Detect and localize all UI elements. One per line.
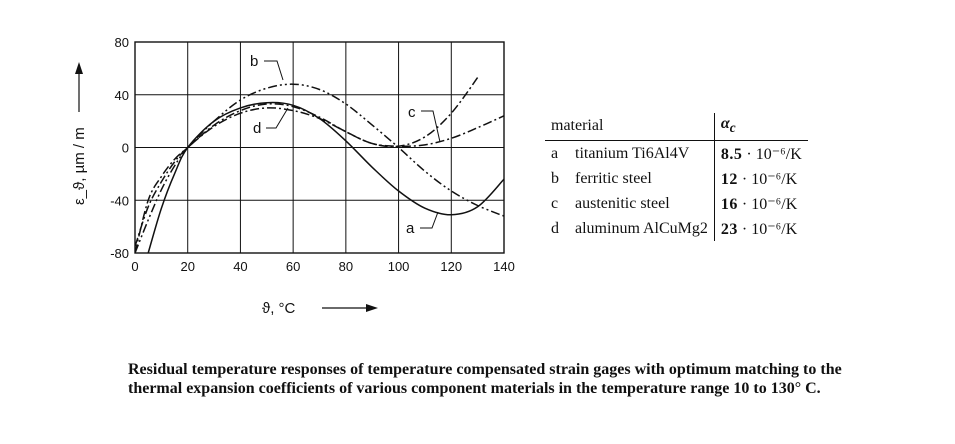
y-tick-label: 0 (122, 141, 129, 156)
y-axis-label-group: ε_ϑ, µm / m (71, 62, 88, 205)
svg-text:d: d (253, 120, 261, 137)
table-row: a titanium Ti6Al4V 8.5 · 10⁻⁶/K (545, 140, 808, 167)
table-row: c austenitic steel 16 · 10⁻⁶/K (545, 191, 808, 217)
x-axis-label-group: ϑ, °C (262, 300, 378, 317)
figure-caption: Residual temperature responses of temper… (128, 361, 842, 397)
svg-text:c: c (408, 104, 416, 121)
x-tick-label: 40 (233, 259, 247, 274)
y-tick-label: 40 (115, 88, 129, 103)
y-axis-label: ε_ϑ, µm / m (71, 127, 88, 205)
row-material: austenitic steel (575, 195, 670, 213)
x-tick-label: 20 (180, 259, 194, 274)
material-table-body: a titanium Ti6Al4V 8.5 · 10⁻⁶/K b ferrit… (545, 140, 808, 242)
curve-label-c: c (408, 104, 441, 143)
curve-label-a: a (406, 211, 439, 237)
y-tick-label: -80 (110, 246, 129, 261)
row-key: a (551, 145, 559, 163)
x-axis-arrowhead (366, 304, 378, 312)
strain-chart: 0 20 40 60 80 100 120 140 80 40 0 -40 -80 ε_ϑ, µm / … (71, 35, 515, 317)
alpha-column-header: αc (713, 113, 808, 142)
chart-grid (135, 42, 504, 253)
curve-label-d: d (253, 107, 289, 137)
x-tick-label: 60 (286, 259, 300, 274)
plot-frame (134, 41, 505, 254)
row-coefficient: 12 · 10⁻⁶/K (713, 166, 808, 192)
x-tick-label: 80 (339, 259, 353, 274)
material-table-header: material αc (545, 113, 808, 142)
row-coefficient: 23 · 10⁻⁶/K (713, 216, 808, 242)
series-line-b (135, 83, 504, 253)
row-coefficient: 8.5 · 10⁻⁶/K (713, 140, 808, 167)
series-line-d (135, 77, 479, 247)
curve-label-b: b (250, 53, 284, 81)
row-key: c (551, 195, 559, 213)
row-key: d (551, 220, 559, 238)
chart-tick-labels: 0 20 40 60 80 100 120 140 80 40 0 -40 -80 (110, 35, 515, 274)
row-material: titanium Ti6Al4V (575, 145, 690, 163)
x-tick-label: 140 (493, 259, 515, 274)
row-key: b (551, 170, 559, 188)
table-row: d aluminum AlCuMg2 23 · 10⁻⁶/K (545, 216, 808, 242)
x-tick-label: 120 (440, 259, 462, 274)
y-axis-arrowhead (75, 62, 83, 74)
chart-series (135, 77, 504, 253)
svg-text:b: b (250, 53, 258, 70)
material-column-header: material (545, 113, 715, 142)
y-tick-label: 80 (115, 35, 129, 50)
row-coefficient: 16 · 10⁻⁶/K (713, 191, 808, 217)
row-material: aluminum AlCuMg2 (575, 220, 708, 238)
series-line-c (135, 103, 504, 253)
table-row: b ferritic steel 12 · 10⁻⁶/K (545, 166, 808, 192)
svg-text:a: a (406, 220, 415, 237)
x-axis-label: ϑ, °C (262, 300, 296, 317)
y-tick-label: -40 (110, 193, 129, 208)
row-material: ferritic steel (575, 170, 652, 188)
material-table: material αc a titanium Ti6Al4V 8.5 · 10⁻… (545, 113, 808, 242)
x-tick-label: 0 (131, 259, 138, 274)
x-tick-label: 100 (388, 259, 410, 274)
series-line-a (147, 101, 504, 253)
